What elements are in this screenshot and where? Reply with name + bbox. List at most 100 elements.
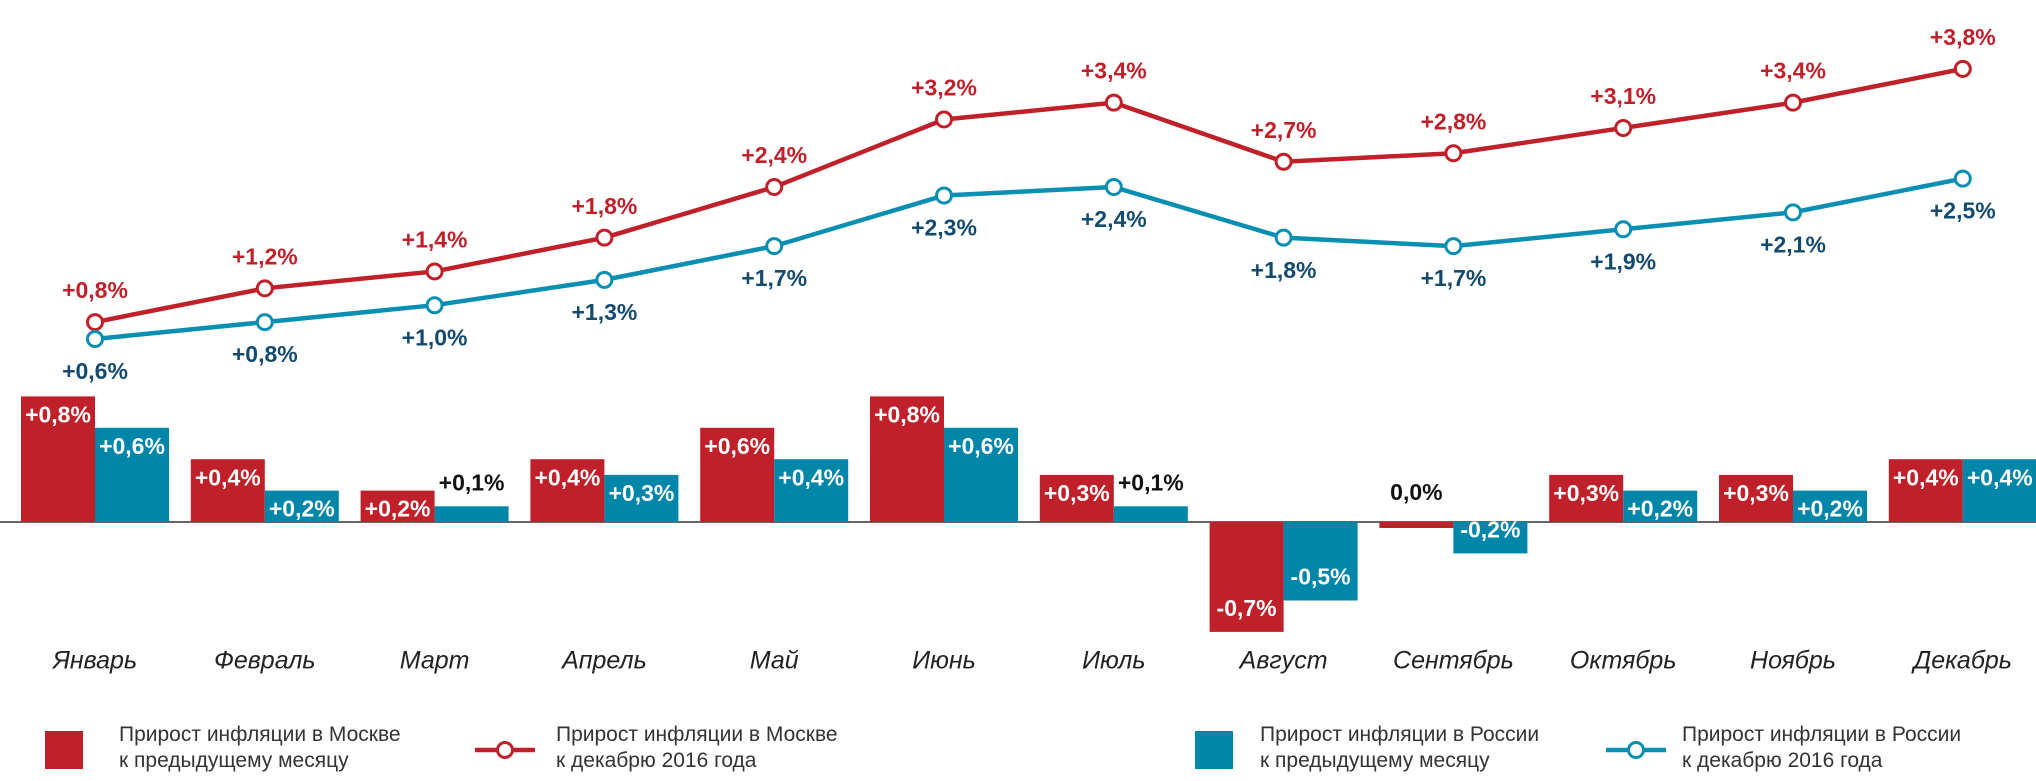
bar: [1549, 474, 1624, 522]
legend-marker: [496, 741, 514, 759]
bar: [1793, 490, 1867, 522]
x-tick-label: Январь: [51, 647, 137, 675]
bar-value-label: +0,6%: [948, 433, 1014, 459]
line-marker: [765, 237, 784, 256]
bar-value-label: +0,4%: [1893, 464, 1959, 490]
x-tick-label: Декабрь: [1911, 647, 2012, 675]
line-value-label: +0,6%: [62, 358, 128, 384]
x-tick-label: Апрель: [560, 647, 647, 675]
bar: [1888, 459, 1963, 522]
bar: [1623, 490, 1698, 522]
line-marker: [255, 313, 274, 332]
bar-value-label: +0,2%: [1627, 496, 1693, 522]
bar: [530, 459, 605, 522]
bar-value-label: +0,4%: [534, 464, 600, 490]
bar: [190, 459, 265, 522]
line-value-label: +2,1%: [1760, 231, 1826, 257]
line-marker: [1444, 144, 1463, 163]
x-tick-label: Август: [1238, 647, 1328, 675]
x-tick-label: Май: [750, 647, 799, 675]
line-value-label: +0,8%: [232, 341, 298, 367]
line-value-label: +3,4%: [1081, 58, 1147, 84]
bar: [604, 474, 679, 522]
bar: [360, 490, 435, 522]
bar-value-label: +0,3%: [1723, 480, 1789, 506]
bar-value-label: +0,4%: [778, 464, 844, 490]
line-value-label: +3,4%: [1760, 58, 1826, 84]
x-tick-label: Октябрь: [1570, 647, 1677, 675]
bar-value-label: +0,3%: [608, 480, 674, 506]
line-value-label: +3,8%: [1930, 24, 1996, 50]
line-value-label: +1,9%: [1590, 248, 1656, 274]
line-marker: [1614, 118, 1633, 137]
line-marker: [1274, 152, 1293, 171]
bar-value-label: +0,6%: [99, 433, 165, 459]
bar-value-label: 0,0%: [1390, 479, 1442, 505]
bar: [21, 396, 95, 522]
x-tick-label: Июль: [1082, 647, 1145, 675]
bar: [1379, 522, 1454, 528]
line-marker: [935, 110, 953, 129]
bar-value-label: +0,2%: [365, 496, 431, 522]
bar-value-label: +0,4%: [195, 464, 261, 490]
legend-label: Прирост инфляции в Москве к предыдущему …: [119, 723, 401, 772]
bar: [434, 506, 509, 522]
line-value-label: +1,2%: [232, 243, 298, 269]
bar: [944, 427, 1018, 522]
bar: [1962, 459, 2036, 522]
bar: [870, 396, 944, 522]
line-marker: [1953, 59, 1972, 78]
line-value-label: +2,4%: [741, 142, 807, 168]
line-value-label: +2,4%: [1081, 206, 1147, 232]
line-value-label: +1,0%: [402, 324, 468, 350]
line-value-label: +1,3%: [571, 299, 637, 325]
line-marker: [1614, 220, 1633, 239]
x-tick-label: Ноябрь: [1750, 647, 1836, 675]
bar-value-label: +0,6%: [704, 433, 770, 459]
legend-swatch: [1606, 741, 1666, 759]
line-marker: [1104, 93, 1123, 112]
line-marker: [1444, 237, 1463, 256]
line: [94, 66, 1964, 325]
legend-marker: [1627, 741, 1645, 759]
line-value-label: +2,5%: [1930, 198, 1996, 224]
bar: [700, 427, 775, 522]
bar: [1283, 522, 1358, 601]
line-value-label: +0,8%: [62, 277, 128, 303]
legend-swatch: [475, 741, 535, 759]
line-value-label: +1,7%: [741, 265, 807, 291]
line-value-label: +2,8%: [1420, 108, 1486, 134]
line-value-label: +1,8%: [571, 193, 637, 219]
bar: [1039, 474, 1114, 522]
bar: [95, 427, 169, 522]
line-marker: [595, 270, 614, 289]
legend-label: Прирост инфляции в Москве к декабрю 2016…: [556, 723, 838, 772]
chart: Январь Февраль Март Апрель Май Июнь Июль Август…: [0, 24, 2036, 675]
bar-value-label: -0,5%: [1291, 564, 1351, 590]
line-value-label: +3,1%: [1590, 83, 1656, 109]
line-value-label: +2,7%: [1251, 117, 1317, 143]
line-marker: [1784, 93, 1802, 112]
x-tick-label: Июнь: [912, 647, 976, 675]
line-value-label: +2,3%: [911, 215, 977, 241]
line-marker: [1784, 203, 1802, 222]
bar-value-label: +0,2%: [269, 496, 335, 522]
line-value-label: +1,7%: [1420, 265, 1486, 291]
line-marker: [1953, 169, 1972, 188]
legend-swatch: [45, 731, 83, 769]
bar: [1453, 522, 1528, 554]
bar-value-label: +0,4%: [1967, 464, 2033, 490]
bar-value-label: +0,8%: [25, 401, 91, 427]
bar-value-label: +0,3%: [1553, 480, 1619, 506]
bar-value-label: +0,2%: [1797, 496, 1863, 522]
bar-value-label: +0,3%: [1044, 480, 1110, 506]
line-marker: [765, 178, 784, 197]
line-marker: [595, 228, 614, 247]
line-marker: [86, 329, 104, 348]
line-marker: [425, 296, 444, 315]
line-marker: [1104, 178, 1123, 197]
x-tick-label: Сентябрь: [1393, 647, 1514, 675]
bar: [1113, 506, 1188, 522]
bar: [774, 459, 849, 522]
